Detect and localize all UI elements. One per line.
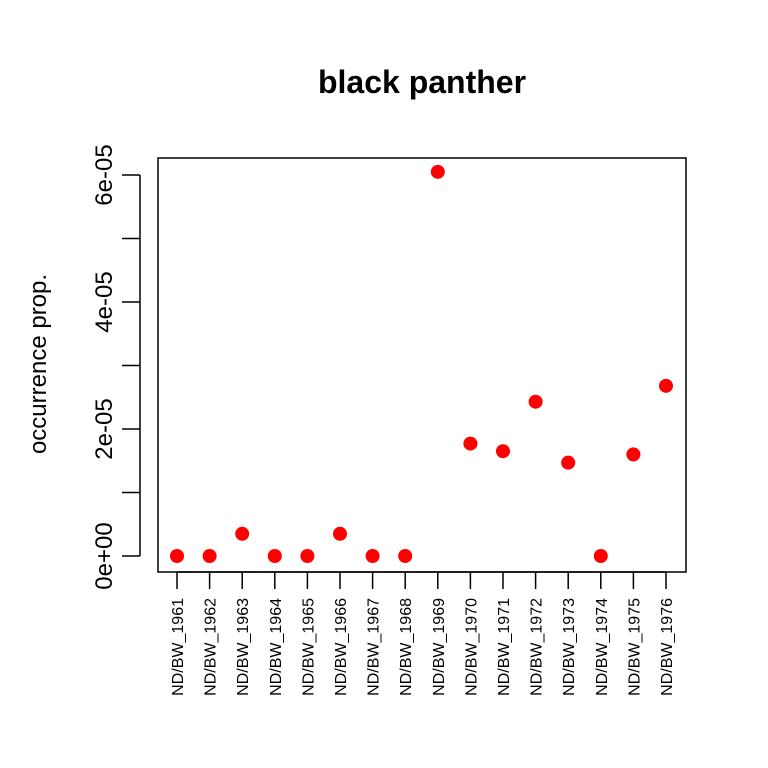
y-tick-label: 0e+00 xyxy=(91,522,118,589)
data-point xyxy=(235,526,250,541)
x-tick-label: ND/BW_1973 xyxy=(561,598,578,696)
data-point xyxy=(202,549,217,563)
x-tick-label: ND/BW_1966 xyxy=(333,598,350,696)
y-tick-label: 4e-05 xyxy=(91,271,118,332)
x-tick-label: ND/BW_1961 xyxy=(170,598,187,696)
x-tick-label: ND/BW_1968 xyxy=(398,598,415,696)
data-point xyxy=(593,549,608,563)
x-tick-label: ND/BW_1974 xyxy=(594,598,611,696)
data-point xyxy=(300,549,315,563)
x-tick-label: ND/BW_1972 xyxy=(529,598,546,696)
y-tick-label: 2e-05 xyxy=(91,398,118,459)
x-axis: ND/BW_1961 ND/BW_1962 ND/BW_1963 ND/BW_1964… xyxy=(170,571,676,696)
data-point xyxy=(365,549,380,563)
y-axis-label: occurrence prop. xyxy=(25,274,52,454)
x-tick-label: ND/BW_1964 xyxy=(268,598,285,696)
data-point xyxy=(463,436,478,451)
x-tick-label: ND/BW_1975 xyxy=(626,598,643,696)
y-axis: 0e+00 2e-05 4e-05 6e-05 xyxy=(91,144,141,590)
data-point xyxy=(267,549,282,563)
data-point xyxy=(430,164,445,179)
data-point xyxy=(626,447,641,462)
data-point xyxy=(561,455,576,470)
data-points xyxy=(170,164,673,563)
data-point xyxy=(659,378,673,393)
data-point xyxy=(398,549,413,563)
data-point xyxy=(170,549,184,563)
x-tick-label: ND/BW_1969 xyxy=(431,598,448,696)
x-tick-label: ND/BW_1962 xyxy=(203,598,220,696)
data-point xyxy=(528,394,543,409)
x-tick-label: ND/BW_1963 xyxy=(235,598,252,696)
y-tick-label: 6e-05 xyxy=(91,144,118,205)
chart-title: black panther xyxy=(318,64,526,100)
x-tick-label: ND/BW_1965 xyxy=(300,598,317,696)
data-point xyxy=(333,526,347,541)
plot-frame xyxy=(157,157,687,573)
x-tick-label: ND/BW_1976 xyxy=(659,598,676,696)
x-tick-label: ND/BW_1971 xyxy=(496,598,513,696)
x-tick-label: ND/BW_1967 xyxy=(366,598,383,696)
x-tick-label: ND/BW_1970 xyxy=(463,598,480,696)
data-point xyxy=(496,444,510,459)
